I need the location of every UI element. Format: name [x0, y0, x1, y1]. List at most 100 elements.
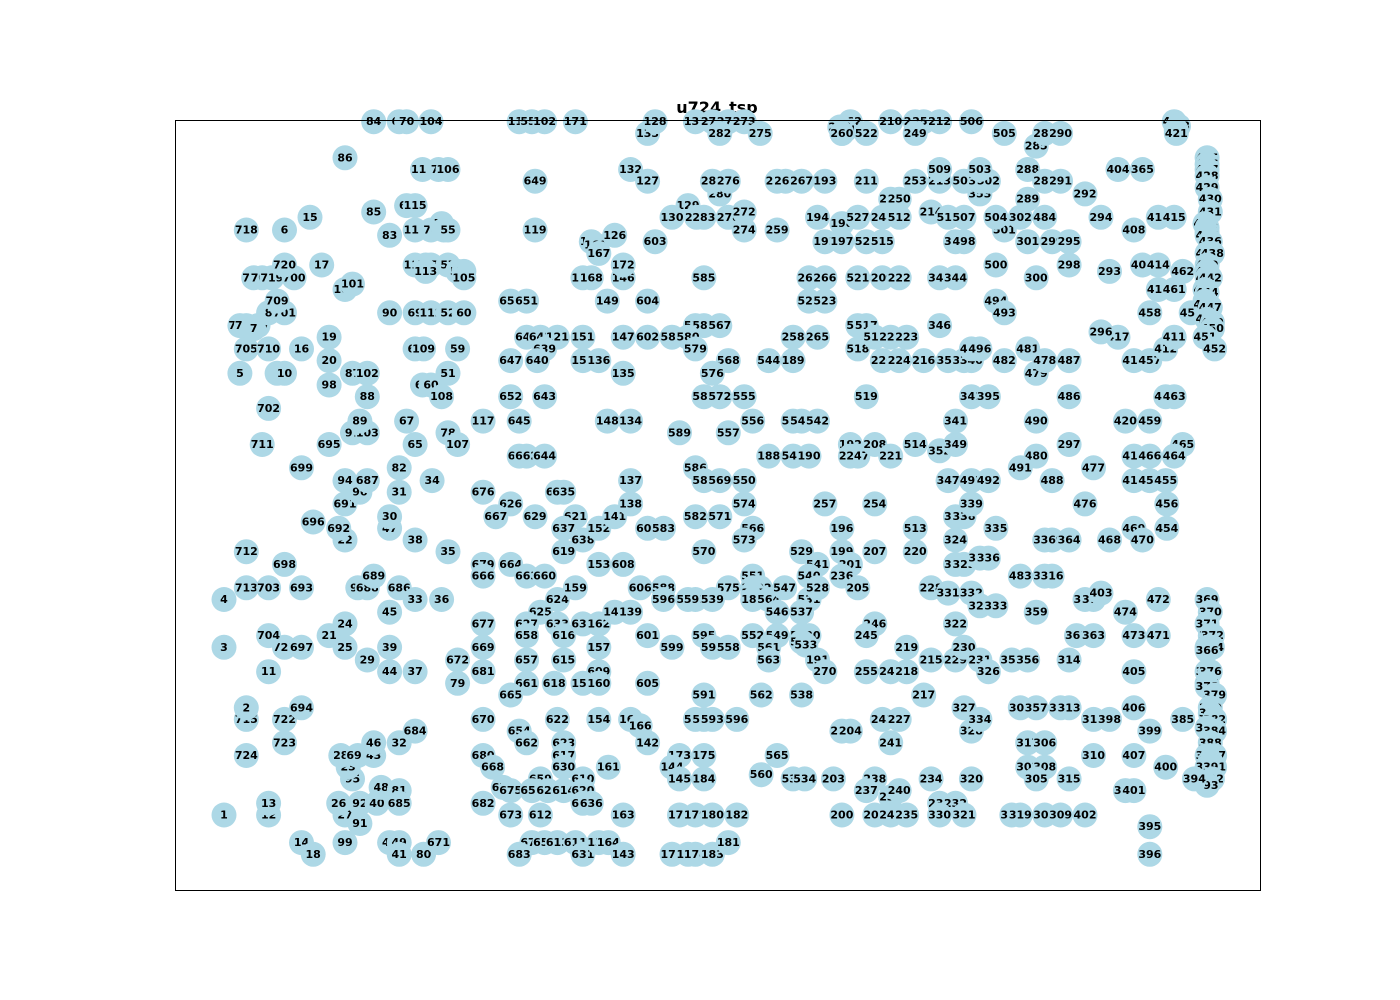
node-label: 477	[1082, 461, 1105, 474]
node-label: 661	[515, 677, 538, 690]
tsp-node: 500	[983, 252, 1009, 278]
node-label: 699	[290, 461, 313, 474]
node-label: 180	[701, 809, 724, 822]
node-marker	[707, 504, 733, 530]
node-label: 335	[984, 522, 1007, 535]
tsp-node: 254	[862, 491, 888, 517]
node-label: 669	[472, 641, 495, 654]
node-label: 472	[1147, 593, 1170, 606]
tsp-node: 538	[789, 682, 815, 708]
node-label: 414	[1147, 259, 1170, 272]
node-label: 585	[692, 271, 715, 284]
node-marker	[470, 611, 496, 637]
node-marker	[731, 491, 757, 517]
tsp-node: 160	[586, 670, 612, 696]
node-marker	[289, 455, 314, 481]
node-label: 395	[1138, 820, 1161, 833]
node-label: 46	[366, 736, 382, 749]
node-label: 695	[318, 438, 341, 451]
node-label: 505	[993, 127, 1016, 140]
node-marker	[691, 682, 717, 708]
node-marker	[1048, 168, 1074, 194]
node-marker	[256, 336, 282, 362]
node-label: 188	[757, 450, 780, 463]
node-label: 135	[612, 367, 635, 380]
tsp-node: 583	[651, 515, 676, 541]
node-marker	[878, 730, 904, 756]
tsp-node: 220	[902, 539, 928, 565]
node-marker	[764, 599, 790, 625]
node-label: 17	[314, 259, 329, 272]
node-label: 52	[440, 306, 455, 319]
node-marker	[618, 408, 644, 434]
node-marker	[707, 468, 733, 494]
node-label: 249	[904, 127, 927, 140]
node-label: 234	[920, 772, 943, 785]
tsp-node: 585	[691, 265, 717, 291]
node-marker	[958, 491, 984, 517]
node-label: 218	[895, 665, 918, 678]
node-label: 563	[757, 654, 780, 667]
node-marker	[610, 551, 636, 577]
node-label: 137	[619, 474, 642, 487]
node-label: 288	[1016, 163, 1039, 176]
node-label: 556	[741, 415, 764, 428]
node-marker	[316, 372, 342, 398]
node-label: 668	[481, 761, 504, 774]
node-marker	[586, 670, 612, 696]
node-marker	[853, 659, 879, 685]
node-label: 665	[499, 689, 522, 702]
node-marker	[233, 575, 259, 601]
node-label: 272	[733, 206, 756, 219]
tsp-node: 567	[707, 313, 733, 339]
node-marker	[309, 252, 335, 278]
node-marker	[1048, 802, 1074, 828]
node-label: 507	[953, 211, 976, 224]
tsp-node: 83	[377, 222, 403, 248]
node-marker	[445, 432, 471, 457]
tsp-node: 336	[975, 545, 1001, 571]
node-label: 168	[580, 271, 603, 284]
node-marker	[377, 222, 403, 248]
node-label: 474	[1114, 606, 1137, 619]
node-label: 207	[863, 545, 886, 558]
node-marker	[551, 623, 577, 649]
node-label: 567	[708, 319, 731, 332]
tsp-node: 260	[829, 120, 855, 146]
node-label: 506	[960, 115, 983, 128]
node-marker	[233, 539, 259, 565]
node-label: 331	[937, 587, 960, 600]
tsp-node: 204	[837, 718, 863, 744]
tsp-node: 666	[470, 563, 496, 589]
node-marker	[498, 348, 524, 374]
node-label: 576	[701, 367, 724, 380]
node-label: 662	[515, 736, 538, 749]
node-label: 30	[382, 510, 398, 523]
node-marker	[902, 515, 928, 541]
node-label: 470	[1131, 534, 1154, 547]
node-marker	[853, 168, 879, 194]
node-label: 685	[388, 797, 411, 810]
node-label: 694	[290, 701, 313, 714]
tsp-node: 455	[1153, 468, 1179, 494]
node-label: 221	[879, 450, 902, 463]
node-marker	[715, 168, 741, 194]
node-marker	[699, 802, 725, 828]
tsp-node: 565	[764, 743, 790, 768]
node-marker	[532, 443, 558, 469]
tsp-node: 310	[1081, 743, 1106, 768]
node-marker	[1194, 637, 1220, 663]
node-label: 651	[515, 295, 538, 308]
tsp-node: 217	[911, 682, 937, 708]
tsp-node: 667	[483, 504, 509, 530]
node-label: 106	[437, 163, 460, 176]
node-label: 692	[327, 522, 350, 535]
tsp-node: 106	[435, 157, 461, 182]
tsp-node: 330	[927, 802, 953, 828]
tsp-node: 649	[522, 168, 548, 194]
tsp-node: 702	[256, 395, 282, 421]
tsp-node: 503	[967, 157, 993, 182]
tsp-node: 126	[602, 222, 628, 248]
node-marker	[886, 265, 912, 291]
node-marker	[967, 336, 993, 362]
